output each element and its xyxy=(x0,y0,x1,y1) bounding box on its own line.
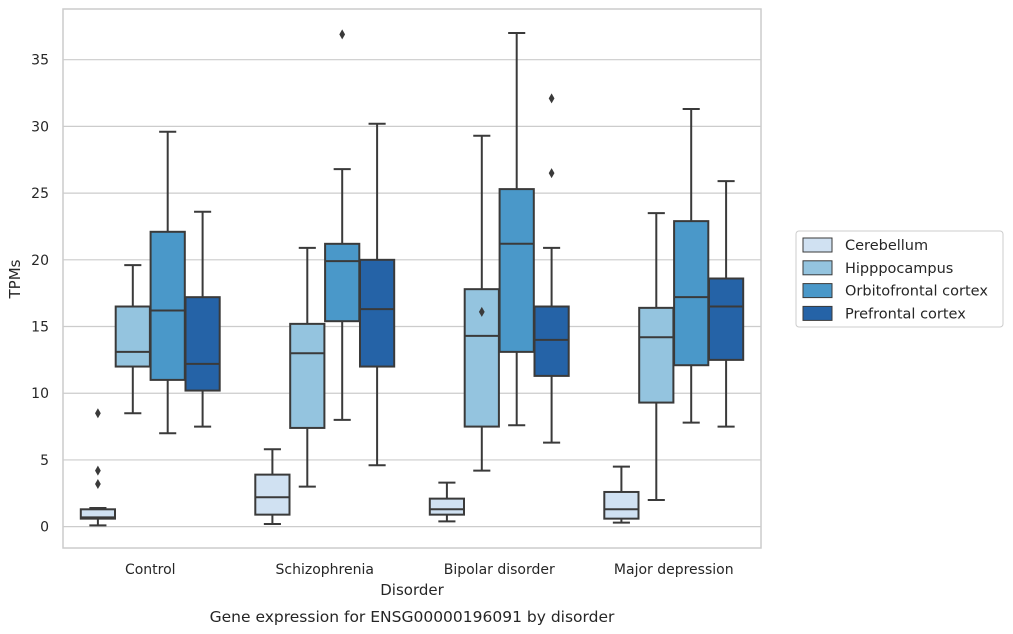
box xyxy=(114,305,151,368)
box xyxy=(498,188,535,353)
box-group xyxy=(533,93,570,444)
legend-swatch xyxy=(802,283,833,299)
box-group xyxy=(324,29,361,421)
outlier-point xyxy=(339,29,346,40)
y-tick-label: 5 xyxy=(40,453,49,469)
box xyxy=(324,242,361,323)
y-tick-label: 25 xyxy=(31,186,49,202)
box xyxy=(149,230,186,381)
box-group xyxy=(673,108,710,424)
legend-swatch xyxy=(802,305,833,321)
box-group xyxy=(638,212,675,501)
box xyxy=(533,305,570,377)
box xyxy=(673,220,710,367)
legend-label: Cerebellum xyxy=(845,238,928,254)
outlier-point xyxy=(95,465,101,476)
box-group xyxy=(463,134,500,472)
box xyxy=(289,322,326,429)
box xyxy=(254,473,291,516)
box-group xyxy=(498,32,535,427)
boxplots xyxy=(79,29,745,527)
box xyxy=(358,258,396,368)
chart-caption: Gene expression for ENSG00000196091 by d… xyxy=(210,608,615,626)
legend-swatch xyxy=(802,260,833,276)
box-group xyxy=(358,122,396,467)
outlier-point xyxy=(548,93,555,104)
box-group xyxy=(428,481,466,523)
x-tick-labels: Control Schizophrenia Bipolar disorder Majo… xyxy=(125,562,734,578)
y-tick-label: 20 xyxy=(31,253,49,269)
legend-label: Hipppocampus xyxy=(845,261,953,277)
legend-label: Prefrontal cortex xyxy=(845,306,966,322)
box-group xyxy=(184,210,221,428)
box-group xyxy=(114,264,151,415)
x-axis-label: Disorder xyxy=(380,581,444,599)
x-tick-label: Schizophrenia xyxy=(276,562,374,578)
y-tick-label: 35 xyxy=(31,53,49,69)
y-axis-label: TPMs xyxy=(6,259,24,299)
box xyxy=(638,306,675,404)
box-group xyxy=(79,408,117,527)
x-tick-label: Major depression xyxy=(614,562,734,578)
outlier-point xyxy=(548,168,555,179)
box-group xyxy=(289,246,326,488)
outlier-point xyxy=(95,408,101,419)
box xyxy=(603,490,640,520)
outlier-point xyxy=(478,306,485,317)
box-group xyxy=(603,465,640,524)
legend: Cerebellum Hipppocampus Orbitofrontal cort… xyxy=(795,230,1004,328)
box xyxy=(184,296,221,392)
outlier-point xyxy=(95,478,101,489)
box-group xyxy=(707,180,745,428)
box xyxy=(707,277,745,361)
box-group xyxy=(254,448,291,525)
y-tick-label: 0 xyxy=(40,520,49,536)
y-tick-label: 30 xyxy=(31,119,49,135)
legend-frame xyxy=(795,230,1004,328)
y-tick-label: 15 xyxy=(31,320,49,336)
x-tick-label: Bipolar disorder xyxy=(444,562,555,578)
y-tick-labels: 0 5 10 15 20 25 30 35 xyxy=(31,53,49,536)
legend-label: Orbitofrontal cortex xyxy=(845,284,988,300)
x-tick-label: Control xyxy=(125,562,176,578)
box-group xyxy=(149,130,186,435)
y-tick-label: 10 xyxy=(31,386,49,402)
plot-frame xyxy=(62,8,762,549)
legend-swatch xyxy=(802,237,833,253)
box xyxy=(79,508,117,520)
box xyxy=(428,497,466,516)
